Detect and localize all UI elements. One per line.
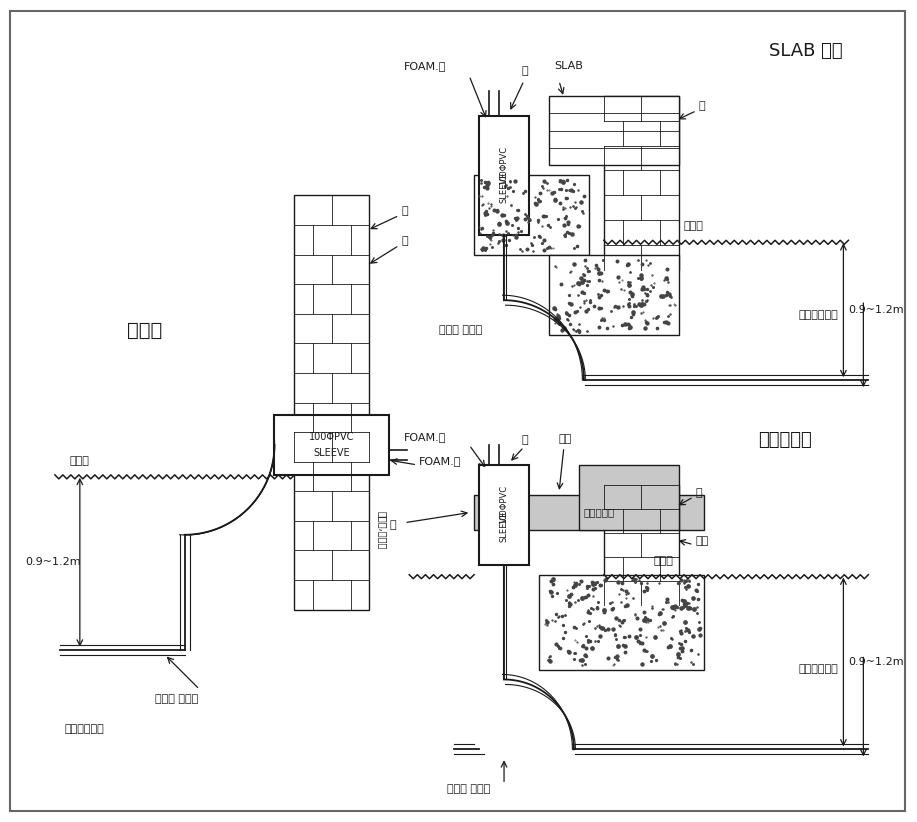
Bar (604, 95, 679, 270)
Text: 지표면: 지표면 (654, 556, 674, 566)
Text: FOAM.씰: FOAM.씰 (404, 432, 447, 442)
Text: 지표면: 지표면 (684, 221, 703, 231)
Text: 지표면: 지표면 (70, 456, 90, 466)
Text: FOAM.씰: FOAM.씰 (404, 61, 447, 71)
Bar (539, 575, 703, 669)
Text: SLAB 바닥: SLAB 바닥 (768, 42, 842, 60)
Text: 마루밑공간: 마루밑공간 (758, 431, 812, 449)
Text: 씰: 씰 (521, 435, 527, 445)
Text: 단열된 연결관: 단열된 연결관 (447, 784, 491, 794)
Bar (604, 485, 679, 605)
Text: 바닥: 바닥 (559, 434, 572, 444)
Text: 100ΦPVC: 100ΦPVC (309, 432, 355, 442)
Text: 매니홀트방향: 매니홀트방향 (799, 664, 838, 675)
Text: SLEEVE: SLEEVE (500, 511, 509, 543)
Text: FOAM.씰: FOAM.씰 (419, 456, 461, 466)
Text: 마루밑공간: 마루밑공간 (583, 507, 614, 517)
Bar (479, 465, 529, 565)
Text: SLEEVE: SLEEVE (500, 172, 509, 203)
Text: 씰: 씰 (402, 236, 408, 247)
Text: 기초벽,지하방: 기초벽,지하방 (377, 510, 387, 549)
Text: 0.9~1.2m: 0.9~1.2m (848, 305, 904, 315)
Bar (549, 256, 679, 335)
Text: 0.9~1.2m: 0.9~1.2m (25, 557, 81, 567)
Text: 100ΦPVC: 100ΦPVC (500, 485, 509, 524)
Text: 씰: 씰 (521, 66, 527, 76)
Text: 벽: 벽 (402, 206, 408, 216)
Text: SLAB: SLAB (554, 61, 583, 71)
Bar (474, 175, 589, 256)
Text: 0.9~1.2m: 0.9~1.2m (848, 657, 904, 667)
Bar (549, 95, 679, 165)
Text: 보: 보 (389, 520, 396, 530)
Text: 기초벽: 기초벽 (127, 321, 162, 339)
Bar (294, 196, 370, 610)
Bar (274, 415, 389, 475)
Text: 단열된 연결관: 단열된 연결관 (155, 695, 198, 704)
Bar (479, 116, 529, 235)
Text: 벽: 벽 (696, 487, 702, 498)
Text: 벽: 벽 (699, 100, 705, 111)
Text: SLEEVE: SLEEVE (314, 448, 350, 458)
Text: 단열된 연결관: 단열된 연결관 (439, 326, 482, 335)
Bar (474, 495, 703, 529)
Text: 매니홀트방향: 매니홀트방향 (799, 310, 838, 321)
Text: 매니홀트방향: 매니홀트방향 (65, 724, 105, 734)
Text: 주석: 주석 (696, 536, 709, 546)
Bar (579, 465, 679, 529)
Text: 100ΦPVC: 100ΦPVC (500, 145, 509, 185)
